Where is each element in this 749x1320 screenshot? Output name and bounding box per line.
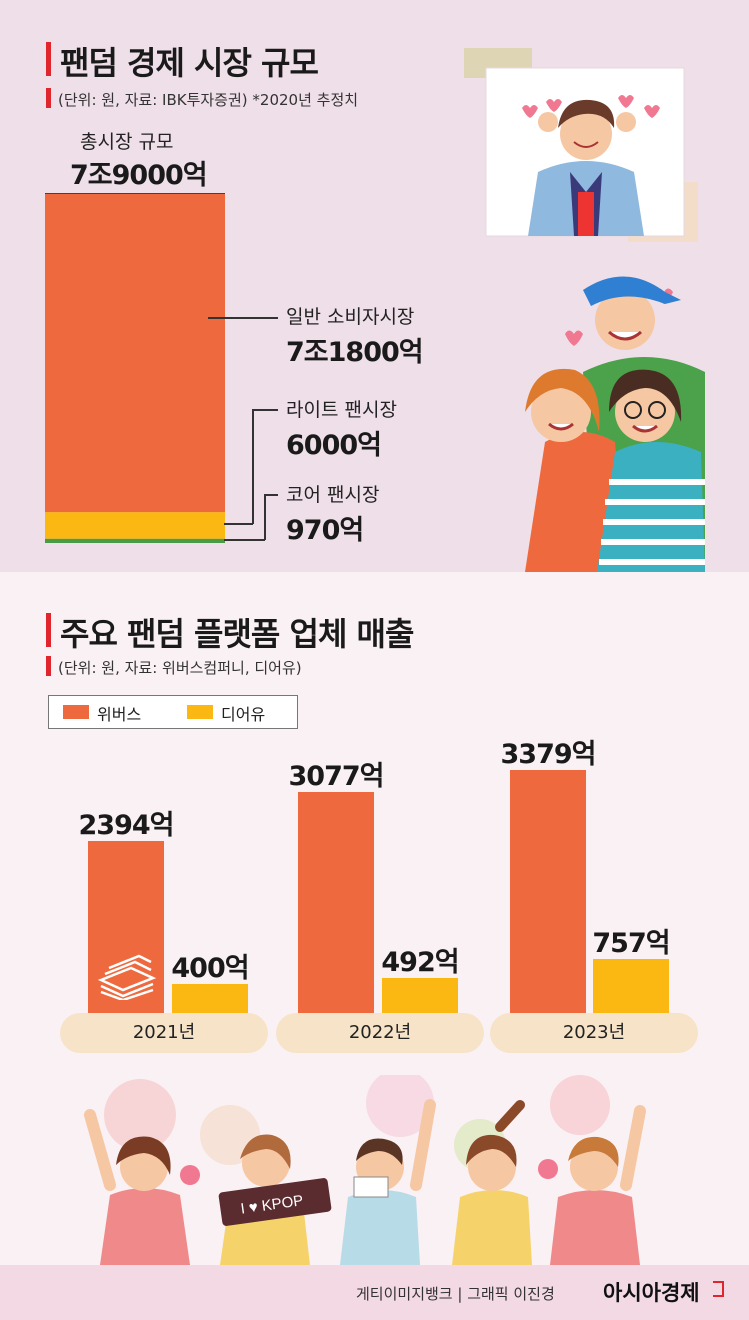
total-market-value: 7조9000억 <box>70 160 208 191</box>
core-leader-bottom <box>224 539 265 541</box>
bar-label-dearu-3: 757억 <box>592 927 670 959</box>
legend-swatch-dearu <box>187 705 213 719</box>
general-consumer-value: 7조1800억 <box>286 337 424 368</box>
title2-accent-bar <box>46 613 51 647</box>
core-fan-label: 코어 팬시장 <box>286 484 380 506</box>
core-leader-top <box>264 494 278 496</box>
total-market-label: 총시장 규모 <box>80 131 174 153</box>
year-label-2021: 2021년 <box>60 1013 268 1053</box>
bar-label-weverse-1: 2394억 <box>78 809 175 841</box>
three-fans-illustration <box>525 276 705 572</box>
bar-label-weverse-2: 3077억 <box>288 760 385 792</box>
light-fan-value: 6000억 <box>286 430 382 461</box>
bar-label-weverse-3: 3379억 <box>500 739 597 770</box>
stack-segment-other <box>45 193 225 195</box>
unit2-accent-bar <box>46 656 51 676</box>
stack-segment-light <box>45 512 225 539</box>
bar-dearu-2 <box>382 977 458 1013</box>
legend-label-weverse: 위버스 <box>97 705 142 724</box>
light-leader-top <box>252 409 278 411</box>
brand-logo: 아시아경제 <box>603 1281 700 1305</box>
stack-segment-core <box>45 538 225 543</box>
title-accent-bar <box>46 42 51 76</box>
market-unit-note: (단위: 원, 자료: IBK투자증권) *2020년 추정치 <box>58 91 359 109</box>
chart-legend: 위버스 디어유 <box>48 695 298 729</box>
bar-dearu-3 <box>593 958 669 1013</box>
bar-label-dearu-1: 400억 <box>171 953 249 985</box>
bar-weverse-3 <box>510 770 586 1013</box>
money-stack-icon <box>97 954 157 1000</box>
market-size-section: 팬덤 경제 시장 규모 (단위: 원, 자료: IBK투자증권) *2020년 … <box>0 0 749 572</box>
unit-accent-bar <box>46 88 51 108</box>
light-leader-vertical <box>252 409 254 524</box>
bar-weverse-2 <box>298 791 374 1013</box>
core-fan-value: 970억 <box>286 515 364 546</box>
light-fan-label: 라이트 팬시장 <box>286 399 397 421</box>
legend-label-dearu: 디어유 <box>221 705 266 724</box>
fan-heart-illustration <box>464 48 698 242</box>
revenue-unit-note: (단위: 원, 자료: 위버스컴퍼니, 디어유) <box>58 659 302 677</box>
general-consumer-label: 일반 소비자시장 <box>286 306 415 328</box>
brand-logo-mark <box>713 1281 724 1297</box>
stacked-market-chart <box>45 193 225 543</box>
kpop-fans-illustration: I ♥ KPOP <box>84 1075 646 1265</box>
core-leader-vertical <box>264 494 266 540</box>
year-label-2022: 2022년 <box>276 1013 484 1053</box>
legend-swatch-weverse <box>63 705 89 719</box>
bar-dearu-1 <box>172 984 248 1013</box>
year-label-2023: 2023년 <box>490 1013 698 1053</box>
image-credit: 게티이미지뱅크 | 그래픽 이진경 <box>356 1285 555 1303</box>
general-leader-line <box>208 317 278 319</box>
stack-segment-general <box>45 194 225 513</box>
light-leader-bottom <box>224 523 253 525</box>
bar-label-dearu-2: 492억 <box>381 946 459 978</box>
revenue-title: 주요 팬덤 플랫폼 업체 매출 <box>60 615 414 653</box>
market-title: 팬덤 경제 시장 규모 <box>60 44 319 82</box>
footer: 게티이미지뱅크 | 그래픽 이진경 아시아경제 <box>0 1265 749 1320</box>
